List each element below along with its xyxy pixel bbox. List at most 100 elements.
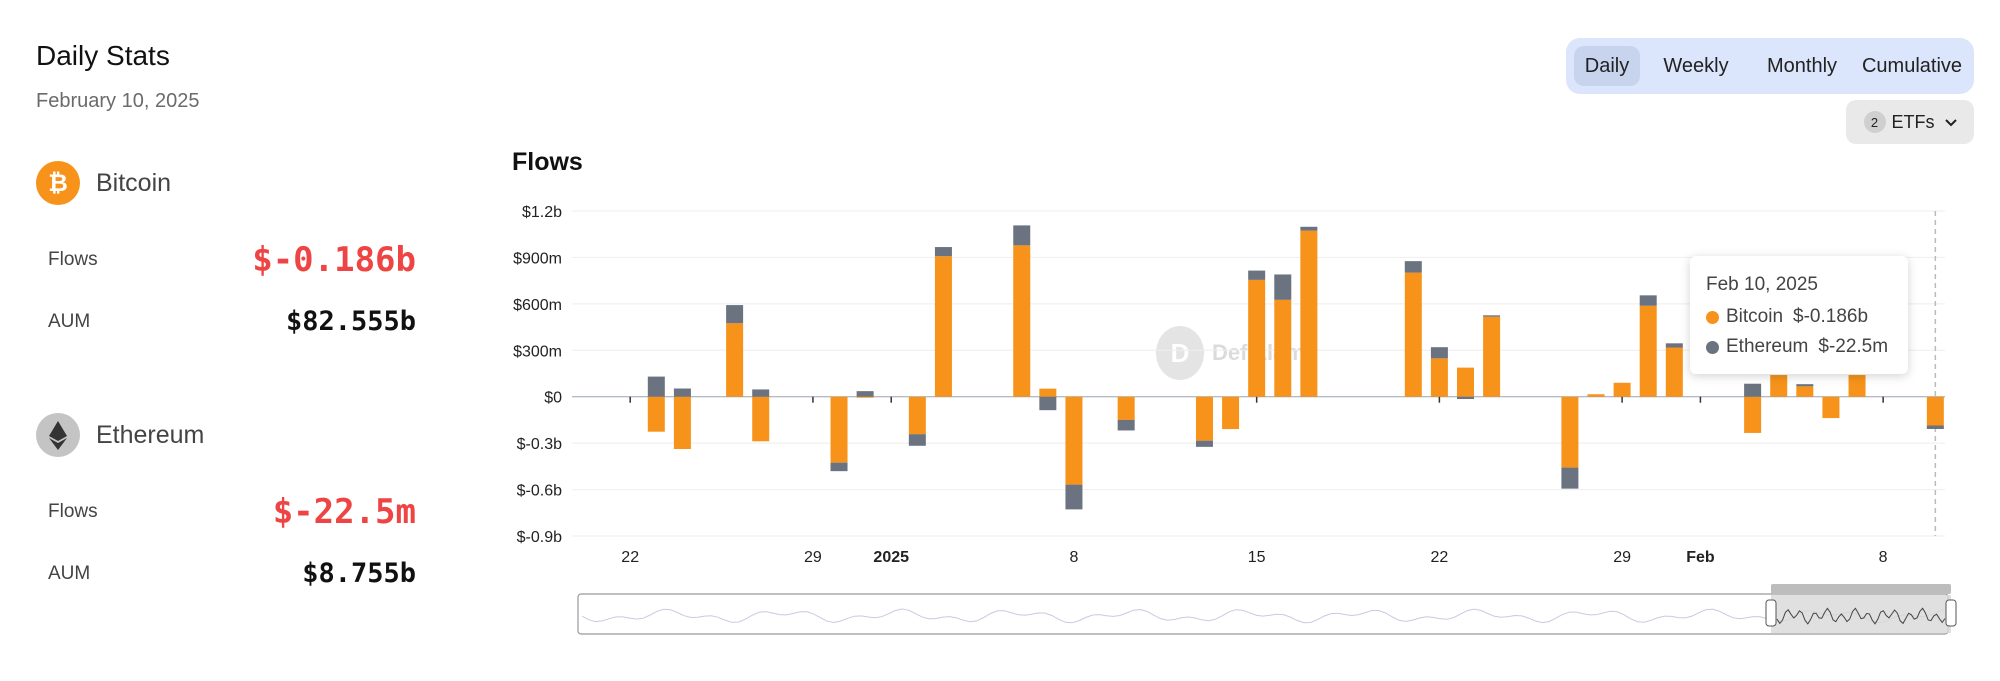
bitcoin-bar	[1561, 396, 1579, 468]
ethereum-bar	[1744, 383, 1762, 397]
llama-logo-icon: D	[1156, 326, 1204, 380]
x-tick-label: 22	[1430, 549, 1448, 566]
ethereum-bar	[1561, 467, 1579, 489]
bitcoin-bar	[1117, 396, 1135, 420]
ethereum-bar	[1639, 295, 1657, 306]
bitcoin-bar	[1013, 245, 1031, 397]
ethereum-bar	[1430, 347, 1448, 359]
bitcoin-bar	[1848, 375, 1866, 397]
bitcoin-bar	[1822, 396, 1840, 419]
y-tick-label: $900m	[513, 250, 562, 267]
bitcoin-flows-row: Flows $-0.186b	[48, 240, 416, 280]
tooltip-row-ethereum: Ethereum $-22.5m	[1706, 336, 1888, 358]
etf-filter-button[interactable]: 2 ETFs	[1846, 100, 1974, 144]
bitcoin-bar	[856, 396, 874, 398]
ethereum-bar	[726, 305, 744, 324]
ethereum-bar	[934, 247, 952, 257]
etf-count-badge: 2	[1863, 111, 1886, 133]
y-tick-label: $0	[544, 390, 562, 407]
etf-filter-label: ETFs	[1891, 111, 1935, 132]
tooltip-dot-ethereum	[1706, 340, 1719, 354]
bitcoin-header: ₿ Bitcoin	[36, 161, 171, 205]
bitcoin-bar	[908, 396, 926, 435]
ethereum-bar	[1065, 484, 1083, 510]
ethereum-bar	[1013, 225, 1031, 246]
x-tick-label: 22	[621, 549, 639, 566]
navigator-selection-line	[1776, 607, 1946, 625]
ethereum-name: Ethereum	[96, 420, 205, 449]
navigator-selection	[1771, 595, 1951, 633]
ethereum-bar	[1039, 396, 1057, 411]
bitcoin-bar	[647, 396, 665, 432]
bitcoin-bar	[934, 256, 952, 397]
bitcoin-bar	[830, 396, 848, 463]
tooltip-date: Feb 10, 2025	[1706, 274, 1818, 295]
tooltip-series-ethereum: Ethereum	[1726, 336, 1809, 357]
ethereum-aum-row: AUM $8.755b	[48, 558, 416, 589]
bitcoin-flows-label: Flows	[48, 249, 98, 270]
ethereum-bar	[1483, 315, 1501, 317]
y-tick-label: $600m	[513, 297, 562, 314]
chevron-down-icon	[1944, 114, 1957, 130]
ethereum-bar	[1300, 226, 1318, 231]
y-tick-label: $-0.6b	[517, 483, 562, 500]
bitcoin-bar	[1065, 396, 1083, 485]
y-tick-label: $-0.9b	[517, 529, 562, 546]
bitcoin-bar	[1926, 396, 1944, 426]
bitcoin-bar	[1404, 272, 1422, 397]
ethereum-bar	[1456, 396, 1474, 400]
ethereum-bar	[1796, 384, 1814, 387]
ethereum-aum-label: AUM	[48, 562, 91, 584]
ethereum-flows-label: Flows	[48, 501, 98, 522]
x-tick-label: 15	[1248, 549, 1266, 566]
navigator-overview-line	[581, 608, 1945, 624]
tooltip-value-bitcoin: $-0.186b	[1793, 306, 1869, 327]
toggle-cumulative[interactable]: Cumulative	[1861, 55, 1963, 77]
toggle-monthly[interactable]: Monthly	[1766, 55, 1838, 77]
ethereum-flows-value: $-22.5m	[272, 492, 416, 532]
ethereum-bar	[1404, 261, 1422, 273]
bitcoin-flows-value: $-0.186b	[252, 240, 416, 280]
bitcoin-bar	[1456, 367, 1474, 397]
bitcoin-bar	[1274, 299, 1292, 397]
bitcoin-bar	[1613, 382, 1631, 397]
ethereum-bar	[673, 388, 691, 397]
bitcoin-bar	[1587, 394, 1605, 397]
svg-text:₿: ₿	[48, 170, 68, 197]
tooltip-series-bitcoin: Bitcoin	[1726, 306, 1784, 327]
ethereum-bar	[752, 389, 770, 397]
navigator-selection-bar	[1771, 584, 1951, 594]
chart-tooltip: Feb 10, 2025 Bitcoin $-0.186b Ethereum $…	[1690, 256, 1908, 374]
tooltip-row-bitcoin: Bitcoin $-0.186b	[1706, 306, 1868, 328]
bitcoin-bar	[1222, 396, 1240, 430]
bitcoin-bar	[1039, 388, 1057, 397]
ethereum-bar	[856, 391, 874, 397]
toggle-daily[interactable]: Daily	[1574, 46, 1640, 86]
period-toggle: Daily Weekly Monthly Cumulative	[1566, 38, 1974, 94]
ethereum-bar	[647, 376, 665, 397]
x-tick-label: 2025	[873, 549, 909, 566]
ethereum-flows-row: Flows $-22.5m	[48, 492, 416, 532]
ethereum-aum-value: $8.755b	[302, 558, 416, 589]
tooltip-dot-bitcoin	[1706, 310, 1719, 324]
bitcoin-bar	[1483, 316, 1501, 397]
bitcoin-bar	[752, 396, 770, 442]
toggle-weekly[interactable]: Weekly	[1663, 55, 1729, 77]
bitcoin-bar	[1665, 347, 1683, 397]
bitcoin-bar	[1248, 279, 1266, 397]
y-tick-label: $300m	[513, 343, 562, 360]
ethereum-bar	[908, 434, 926, 446]
navigator-handle-left	[1765, 599, 1777, 627]
x-tick-label: 29	[1613, 549, 1631, 566]
ethereum-bar	[1117, 419, 1135, 431]
ethereum-bar	[1665, 343, 1683, 348]
x-tick-label: 8	[1879, 549, 1888, 566]
bitcoin-bar	[1770, 375, 1788, 397]
ethereum-bar	[1195, 440, 1213, 447]
bitcoin-bar	[1639, 305, 1657, 397]
ethereum-bar	[830, 462, 848, 472]
ethereum-icon	[36, 413, 80, 457]
x-tick-label: 29	[804, 549, 822, 566]
bitcoin-aum-label: AUM	[48, 310, 91, 332]
bitcoin-aum-value: $82.555b	[285, 306, 416, 337]
